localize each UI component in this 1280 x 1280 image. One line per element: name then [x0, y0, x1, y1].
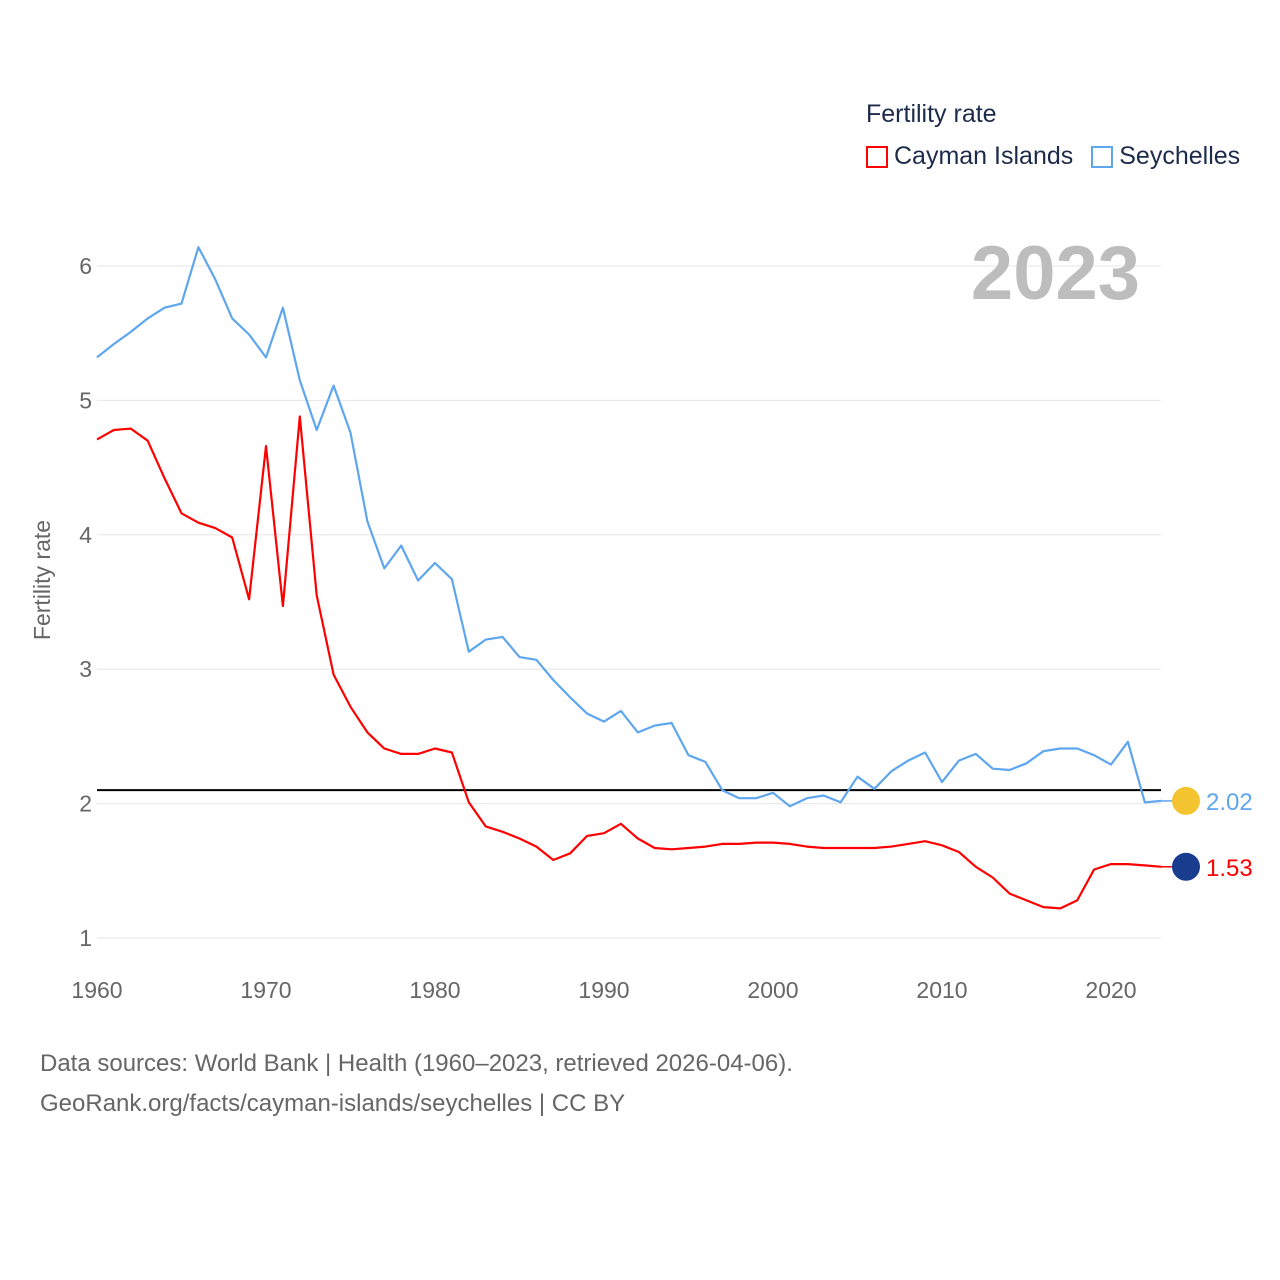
legend-swatch: [866, 145, 888, 168]
y-tick-label: 2: [79, 791, 92, 817]
y-tick-label: 5: [79, 387, 92, 413]
legend-swatch: [1091, 145, 1114, 168]
end-value-label: 1.53: [1206, 855, 1253, 882]
x-tick-label: 2000: [747, 977, 798, 1003]
x-tick-label: 2010: [916, 977, 967, 1003]
end-value-label: 2.02: [1206, 789, 1253, 816]
x-tick-label: 1960: [71, 977, 122, 1003]
current-year-label: 2023: [970, 231, 1140, 316]
x-tick-label: 1980: [409, 977, 460, 1003]
legend-label: Seychelles: [1119, 142, 1241, 170]
y-tick-label: 6: [79, 253, 92, 279]
source-link[interactable]: GeoRank.org/facts/cayman-islands/seychel…: [40, 1090, 626, 1117]
data-source-text: Data sources: World Bank | Health (1960–…: [40, 1050, 793, 1077]
y-tick-label: 1: [79, 925, 92, 951]
y-tick-label: 4: [79, 522, 92, 548]
legend-label: Cayman Islands: [894, 142, 1074, 170]
legend-title: Fertility rate: [866, 100, 997, 128]
seychelles-flag-icon: [1172, 786, 1200, 815]
legend: Cayman Islands Seychelles: [866, 142, 1240, 171]
x-tick-label: 2020: [1085, 977, 1136, 1003]
cayman-islands-flag-icon: [1172, 852, 1200, 881]
x-tick-label: 1970: [240, 977, 291, 1003]
legend-item-seychelles[interactable]: Seychelles: [1091, 142, 1240, 171]
legend-item-cayman-islands[interactable]: Cayman Islands: [866, 142, 1073, 171]
series-line-seychelles: [96, 246, 1162, 808]
footer: Data sources: World Bank | Health (1960–…: [40, 1044, 793, 1124]
x-tick-label: 1990: [578, 977, 629, 1003]
y-axis-label: Fertility rate: [29, 520, 55, 640]
y-tick-label: 3: [79, 656, 92, 682]
series-line-cayman-islands: [96, 415, 1162, 910]
